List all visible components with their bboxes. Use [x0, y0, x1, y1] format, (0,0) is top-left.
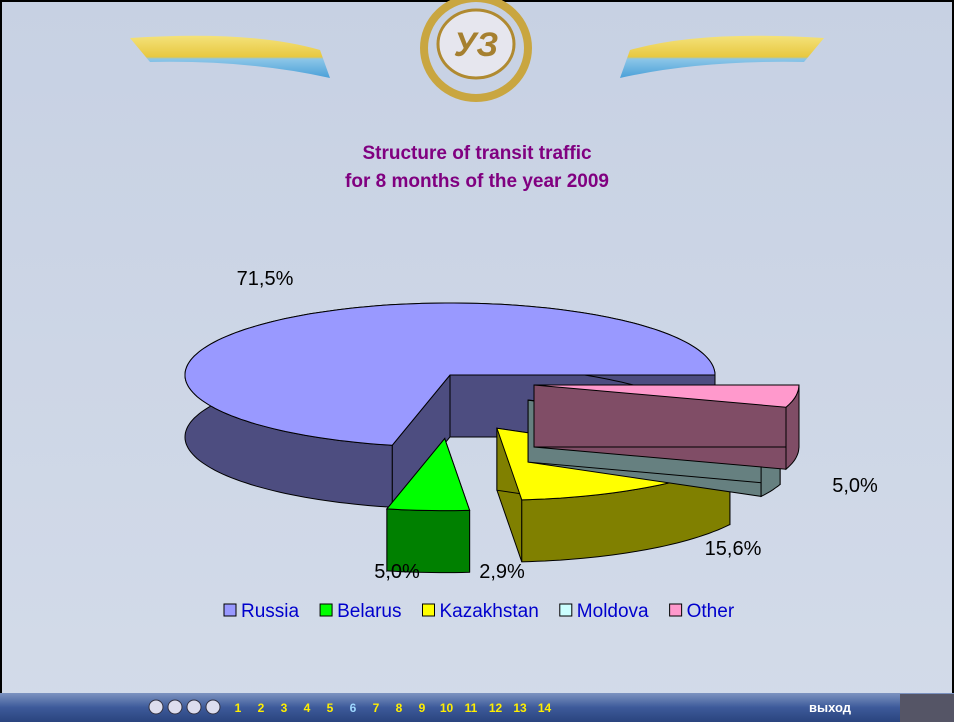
legend-label: Kazakhstan [440, 601, 539, 622]
page-link[interactable]: 12 [489, 701, 503, 715]
data-label: 5,0% [374, 561, 420, 583]
chart-title: Structure of transit traffic for 8 month… [0, 140, 954, 196]
nav-prev[interactable] [168, 700, 182, 714]
page-link[interactable]: 4 [304, 701, 311, 715]
nav-last[interactable] [206, 700, 220, 714]
nav-first[interactable] [149, 700, 163, 714]
page-link[interactable]: 5 [327, 701, 334, 715]
page-link[interactable]: 2 [258, 701, 265, 715]
legend-swatch [670, 604, 682, 616]
exit-link[interactable]: выход [809, 700, 852, 715]
legend-label: Moldova [577, 601, 649, 622]
legend-swatch [560, 604, 572, 616]
nav-next[interactable] [187, 700, 201, 714]
legend-label: Belarus [337, 601, 401, 622]
page-link[interactable]: 9 [419, 701, 426, 715]
corner-logo [900, 694, 954, 722]
page-link[interactable]: 10 [440, 701, 454, 715]
page-link[interactable]: 8 [396, 701, 403, 715]
page-link[interactable]: 11 [465, 701, 478, 715]
page-link[interactable]: 6 [350, 701, 357, 715]
legend-swatch [423, 604, 435, 616]
page-link[interactable]: 1 [235, 701, 242, 715]
legend-label: Russia [241, 601, 300, 622]
data-label: 71,5% [237, 268, 294, 290]
data-label: 2,9% [479, 561, 525, 583]
data-label: 5,0% [832, 475, 878, 497]
svg-text:УЗ: УЗ [454, 26, 499, 64]
data-label: 15,6% [705, 538, 762, 560]
legend-swatch [320, 604, 332, 616]
page-link[interactable]: 14 [538, 701, 552, 715]
legend-swatch [224, 604, 236, 616]
page-link[interactable]: 13 [513, 701, 527, 715]
legend-label: Other [687, 601, 735, 622]
page-link[interactable]: 7 [373, 701, 380, 715]
slide: УЗ выход 71,5% 5,0% 15,6% 2,9% 5,0% Russia Bel… [0, 0, 954, 722]
page: УЗ выход 71,5% 5,0% 15,6% 2,9% 5,0% Russia Bel… [0, 0, 954, 722]
page-link[interactable]: 3 [281, 701, 288, 715]
